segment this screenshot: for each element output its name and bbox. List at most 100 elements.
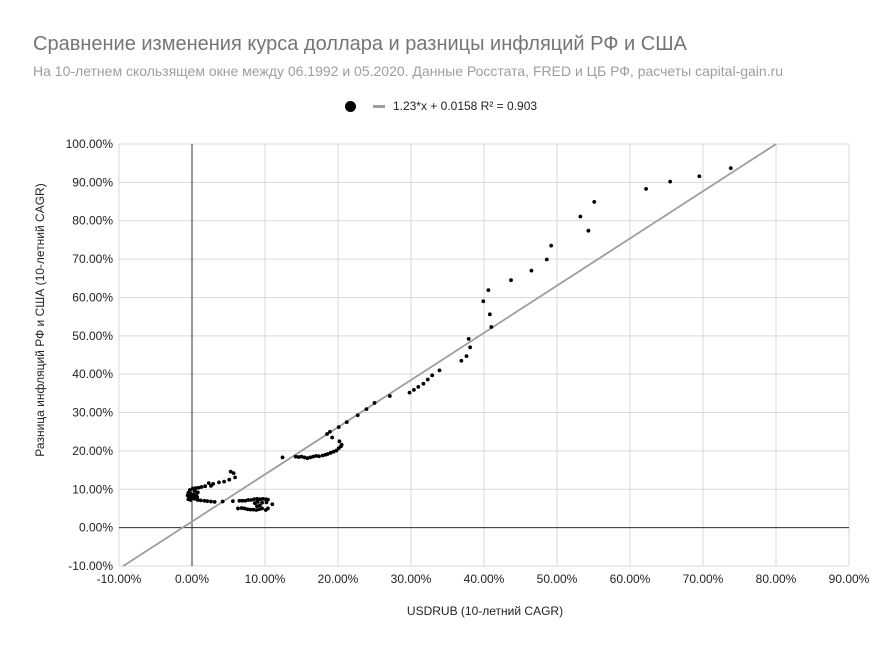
y-tick-label: 80.00% <box>72 214 113 228</box>
data-point <box>592 200 597 204</box>
data-point <box>466 336 471 341</box>
data-point <box>206 481 211 486</box>
data-point <box>280 455 285 460</box>
data-point <box>459 358 464 363</box>
y-tick-label: 0.00% <box>79 521 113 535</box>
data-point <box>202 498 207 503</box>
x-tick-label: 70.00% <box>683 572 724 586</box>
data-point <box>486 288 491 293</box>
gridlines <box>118 143 850 567</box>
data-point <box>242 506 247 511</box>
data-point <box>193 496 197 501</box>
data-point <box>209 499 213 504</box>
y-tick-label: 100.00% <box>66 137 114 151</box>
legend-trendline-label: 1.23*x + 0.0158 R² = 0.903 <box>392 99 538 113</box>
data-point <box>233 475 237 480</box>
data-point <box>728 166 733 171</box>
data-point <box>205 499 210 504</box>
data-point <box>212 500 217 504</box>
x-tick-label: 50.00% <box>537 572 578 586</box>
data-point <box>578 214 583 219</box>
data-point <box>249 498 254 502</box>
data-point <box>209 483 213 488</box>
legend-trendline-marker <box>372 104 385 108</box>
data-point <box>260 496 265 501</box>
data-point <box>254 508 259 512</box>
data-point <box>668 179 673 184</box>
x-axis-label: USDRUB (10-летний CAGR) <box>407 604 563 618</box>
chart-title: Сравнение изменения курса доллара и разн… <box>33 33 687 55</box>
data-point <box>203 484 208 489</box>
data-point <box>190 486 195 491</box>
data-point <box>509 278 513 283</box>
data-point <box>193 486 198 491</box>
data-point <box>489 325 494 329</box>
data-point <box>260 506 264 511</box>
data-point <box>227 477 232 482</box>
data-point <box>252 501 257 505</box>
data-point <box>311 454 316 459</box>
data-point <box>299 454 304 459</box>
data-point <box>257 497 262 502</box>
x-tick-label: 60.00% <box>610 572 651 586</box>
legend-series-marker <box>344 100 356 112</box>
data-point <box>308 455 313 460</box>
y-tick-label: 90.00% <box>72 175 113 189</box>
data-point <box>296 455 301 459</box>
trendline-line <box>122 143 777 567</box>
data-point <box>264 500 269 505</box>
data-point <box>255 504 259 509</box>
data-point <box>529 268 534 273</box>
data-point <box>293 454 298 459</box>
data-point <box>222 479 227 484</box>
data-point <box>188 498 193 502</box>
data-point <box>328 429 332 434</box>
data-point <box>305 456 310 461</box>
data-point <box>325 432 329 436</box>
data-point <box>260 500 264 505</box>
data-point <box>220 499 225 504</box>
data-point <box>331 449 336 454</box>
data-point <box>549 243 554 248</box>
y-tick-label: 50.00% <box>72 329 113 343</box>
data-point <box>416 384 421 389</box>
data-point <box>334 448 339 453</box>
data-point <box>243 498 248 503</box>
data-point <box>464 354 469 359</box>
x-tick-label: 80.00% <box>756 572 797 586</box>
data-point <box>240 498 245 503</box>
x-tick-label: 30.00% <box>391 572 432 586</box>
data-point <box>228 469 233 474</box>
data-point <box>251 507 256 512</box>
x-tick-label: 40.00% <box>464 572 505 586</box>
data-point <box>339 444 343 449</box>
y-tick-label: 30.00% <box>72 406 113 420</box>
data-point <box>468 345 473 350</box>
data-point <box>425 377 430 382</box>
data-point <box>199 485 204 489</box>
data-point <box>337 439 342 444</box>
data-point <box>236 506 240 511</box>
data-point <box>193 489 197 494</box>
data-point <box>421 381 426 386</box>
data-point <box>237 498 242 503</box>
data-points <box>185 166 733 512</box>
data-point <box>255 500 260 504</box>
data-point <box>252 497 256 502</box>
data-point <box>644 186 648 191</box>
x-tick-label: 0.00% <box>175 572 209 586</box>
data-point <box>387 394 392 398</box>
data-point <box>336 425 341 430</box>
y-tick-label: 60.00% <box>72 290 113 304</box>
trendline <box>122 143 777 567</box>
data-point <box>302 455 307 460</box>
data-point <box>198 498 203 503</box>
data-point <box>323 452 328 457</box>
data-point <box>257 507 262 512</box>
data-point <box>372 401 377 405</box>
x-tick-label: 20.00% <box>318 572 359 586</box>
y-tick-label: 20.00% <box>72 444 113 458</box>
y-tick-label: -10.00% <box>68 559 113 573</box>
data-point <box>196 485 201 490</box>
